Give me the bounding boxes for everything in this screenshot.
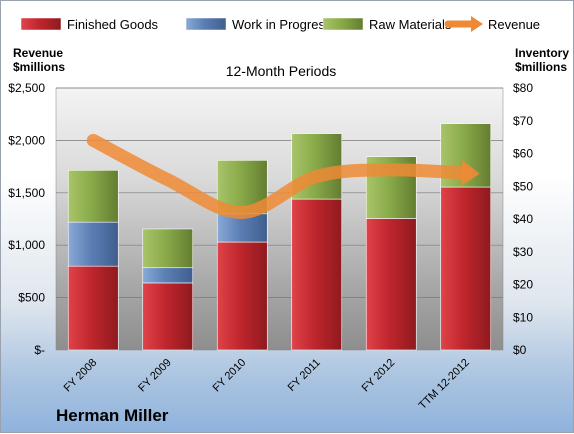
right-axis: $0 $10 $20 $30 $40 $50 $60 $70 $80 bbox=[513, 81, 533, 357]
left-tick-label: $2,500 bbox=[8, 81, 45, 95]
left-tick-label: $1,500 bbox=[8, 186, 45, 200]
revenue-line-group bbox=[86, 133, 480, 219]
left-axis-title-line1: Revenue bbox=[13, 46, 63, 60]
right-tick-label: $40 bbox=[513, 212, 533, 226]
bar-finished-goods bbox=[216, 241, 268, 351]
left-tick-label: $1,000 bbox=[8, 238, 45, 252]
left-tick-label: $2,000 bbox=[8, 133, 45, 147]
plot-area bbox=[55, 87, 504, 351]
right-tick-label: $60 bbox=[513, 147, 533, 161]
right-tick-label: $10 bbox=[513, 310, 533, 324]
legend-swatch bbox=[20, 17, 62, 31]
legend-label: Revenue bbox=[488, 17, 540, 32]
revenue-arrowhead bbox=[461, 159, 480, 186]
bar-finished-goods bbox=[440, 186, 492, 351]
left-tick-label: $- bbox=[34, 343, 45, 357]
bar-finished-goods bbox=[142, 282, 194, 351]
legend-label: Finished Goods bbox=[67, 17, 159, 32]
right-tick-label: $80 bbox=[513, 81, 533, 95]
bar-raw-materials bbox=[67, 169, 119, 223]
company-name: Herman Miller bbox=[56, 406, 169, 425]
category-label: TTM 12-2012 bbox=[417, 357, 472, 412]
legend-swatch bbox=[185, 17, 227, 31]
bar-work-in-progress bbox=[67, 221, 119, 267]
left-axis: $- $500 $1,000 $1,500 $2,000 $2,500 bbox=[8, 81, 45, 357]
bar-work-in-progress bbox=[142, 267, 194, 284]
bar-finished-goods bbox=[67, 265, 119, 351]
bar-raw-materials bbox=[142, 228, 194, 269]
legend: Finished Goods Work in Progress Raw Materi… bbox=[20, 16, 540, 32]
right-tick-label: $30 bbox=[513, 245, 533, 259]
legend-revenue-arrow bbox=[471, 16, 483, 32]
category-label: FY 2011 bbox=[286, 357, 323, 394]
legend-label: Raw Materials bbox=[369, 17, 452, 32]
right-tick-label: $50 bbox=[513, 179, 533, 193]
category-label: FY 2009 bbox=[136, 357, 174, 395]
category-labels: FY 2008 FY 2009 FY 2010 FY 2011 FY 2012 TTM 1… bbox=[62, 357, 472, 412]
left-tick-label: $500 bbox=[18, 291, 45, 305]
right-tick-label: $70 bbox=[513, 114, 533, 128]
revenue-line bbox=[86, 133, 473, 219]
legend-label: Work in Progress bbox=[232, 17, 332, 32]
legend-swatch bbox=[322, 17, 364, 31]
right-tick-label: $20 bbox=[513, 278, 533, 292]
category-label: FY 2012 bbox=[360, 357, 398, 395]
chart-subtitle: 12-Month Periods bbox=[226, 63, 337, 79]
category-label: FY 2008 bbox=[62, 357, 100, 395]
right-axis-title-line1: Inventory bbox=[515, 46, 569, 60]
bar-finished-goods bbox=[291, 198, 343, 351]
right-tick-label: $0 bbox=[513, 343, 527, 357]
category-label: FY 2010 bbox=[211, 357, 249, 395]
left-axis-title-line2: $millions bbox=[13, 60, 65, 74]
right-axis-title-line2: $millions bbox=[515, 60, 567, 74]
bars bbox=[67, 123, 492, 351]
bar-finished-goods bbox=[365, 218, 417, 351]
